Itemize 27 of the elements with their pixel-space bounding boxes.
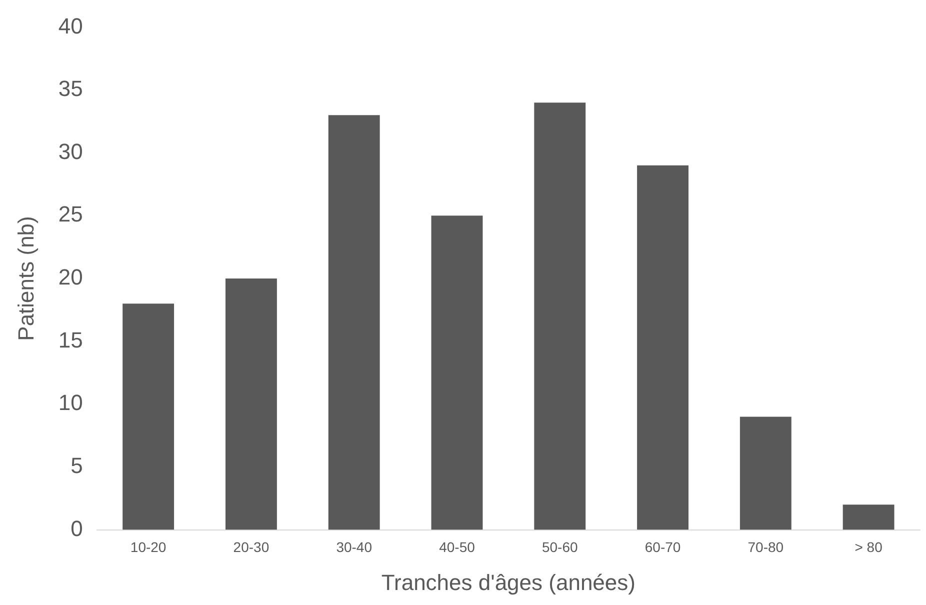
bar [637, 165, 688, 530]
x-tick-label: 50-60 [542, 539, 578, 556]
y-tick-label: 20 [58, 264, 83, 290]
bar [122, 304, 174, 530]
bar [328, 115, 380, 530]
y-tick-label: 35 [58, 76, 83, 102]
y-tick-label: 25 [58, 202, 83, 227]
x-axis-title: Tranches d'âges (années) [381, 570, 636, 595]
x-tick-label: 40-50 [439, 539, 476, 556]
y-tick-label: 15 [58, 327, 83, 352]
y-tick-label: 10 [58, 390, 83, 416]
y-tick-label: 40 [58, 13, 83, 38]
bar [740, 416, 792, 530]
x-tick-label: > 80 [854, 539, 883, 556]
x-tick-label: 10-20 [130, 539, 166, 556]
x-tick-label: 20-30 [233, 539, 270, 556]
x-tick-label: 70-80 [748, 539, 784, 556]
bar [431, 216, 483, 530]
y-tick-label: 0 [70, 516, 83, 541]
y-tick-label: 5 [70, 453, 83, 478]
bar [842, 504, 894, 530]
bar [534, 102, 586, 530]
y-tick-label: 30 [58, 138, 83, 164]
x-tick-label: 30-40 [336, 539, 372, 556]
y-axis-title: Patients (nb) [13, 216, 38, 341]
bar [225, 278, 277, 530]
x-tick-label: 60-70 [644, 539, 681, 556]
